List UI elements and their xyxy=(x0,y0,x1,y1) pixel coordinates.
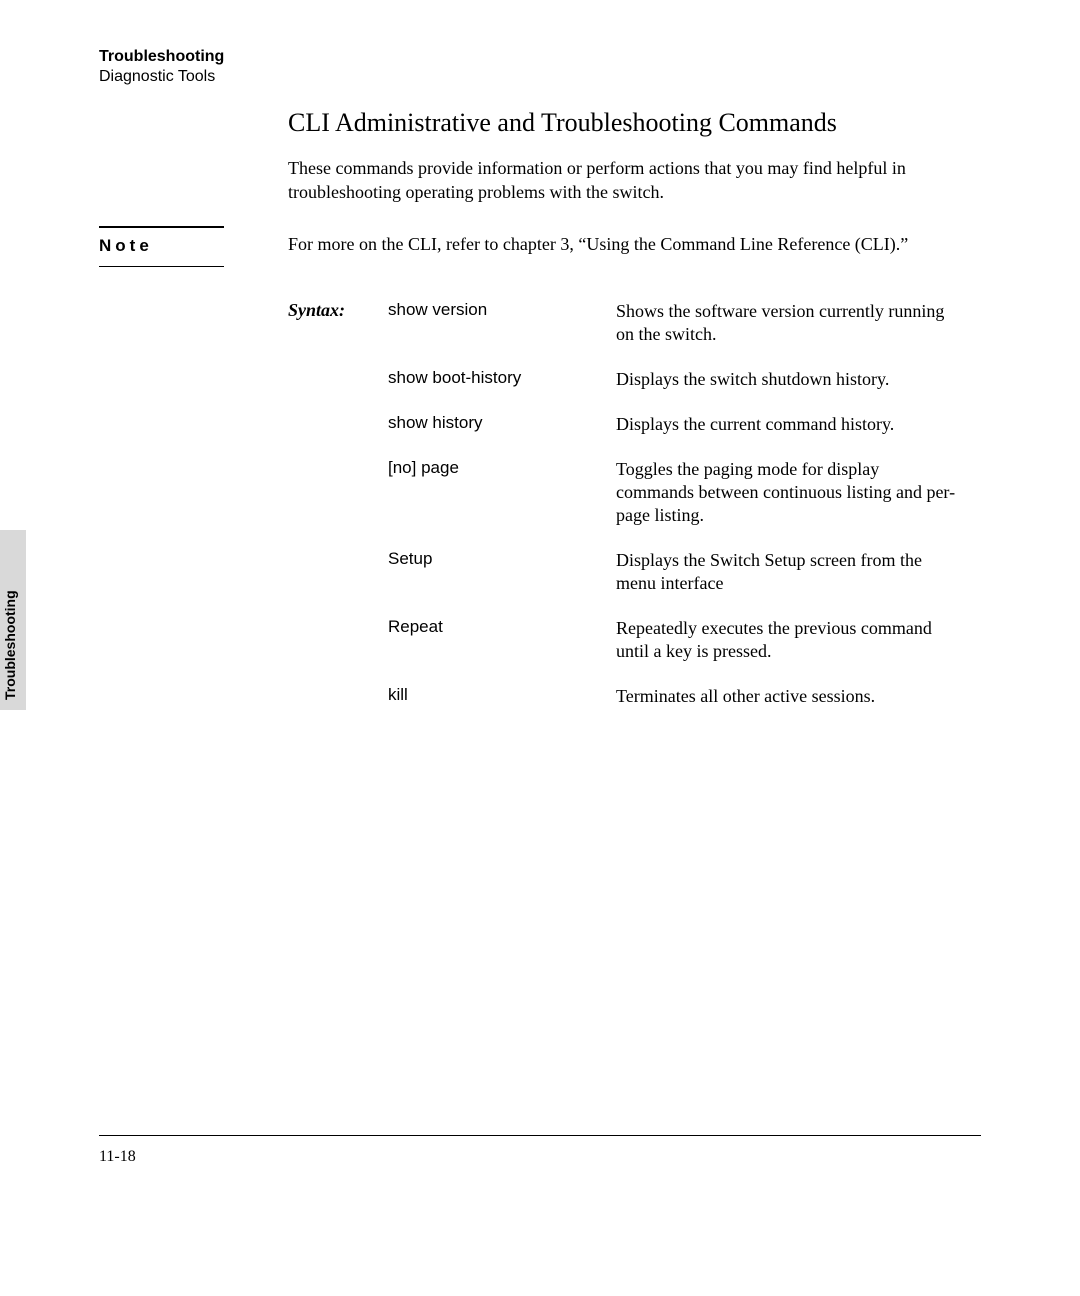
command-row: [no] page Toggles the paging mode for di… xyxy=(388,458,958,527)
command-row: Repeat Repeatedly executes the previous … xyxy=(388,617,958,663)
syntax-block: Syntax: show version Shows the software … xyxy=(288,300,968,708)
command-name: show version xyxy=(388,300,616,346)
command-name: Setup xyxy=(388,549,616,595)
command-table: show version Shows the software version … xyxy=(388,300,958,708)
command-row: show version Shows the software version … xyxy=(388,300,958,346)
command-name: Repeat xyxy=(388,617,616,663)
command-desc: Terminates all other active sessions. xyxy=(616,685,958,708)
command-desc: Displays the switch shutdown history. xyxy=(616,368,958,391)
command-desc: Toggles the paging mode for display comm… xyxy=(616,458,958,527)
command-desc: Shows the software version currently run… xyxy=(616,300,958,346)
command-desc: Repeatedly executes the previous command… xyxy=(616,617,958,663)
header-title: Troubleshooting xyxy=(99,48,224,66)
page-number: 11-18 xyxy=(99,1148,136,1166)
command-row: kill Terminates all other active session… xyxy=(388,685,958,708)
command-row: show history Displays the current comman… xyxy=(388,413,958,436)
command-name: [no] page xyxy=(388,458,616,527)
command-row: Setup Displays the Switch Setup screen f… xyxy=(388,549,958,595)
section-title: CLI Administrative and Troubleshooting C… xyxy=(288,108,968,138)
side-tab-label: Troubleshooting xyxy=(2,590,18,700)
header-subtitle: Diagnostic Tools xyxy=(99,68,224,86)
command-name: kill xyxy=(388,685,616,708)
page-header: Troubleshooting Diagnostic Tools xyxy=(99,48,224,86)
command-desc: Displays the current command history. xyxy=(616,413,958,436)
note-body: For more on the CLI, refer to chapter 3,… xyxy=(288,232,968,256)
note-rule-bottom xyxy=(99,266,224,267)
command-name: show boot-history xyxy=(388,368,616,391)
note-label-block: Note xyxy=(99,226,259,267)
note-label: Note xyxy=(99,236,259,256)
main-content: CLI Administrative and Troubleshooting C… xyxy=(288,108,968,235)
footer-rule xyxy=(99,1135,981,1136)
command-name: show history xyxy=(388,413,616,436)
command-row: show boot-history Displays the switch sh… xyxy=(388,368,958,391)
command-desc: Displays the Switch Setup screen from th… xyxy=(616,549,958,595)
syntax-label: Syntax: xyxy=(288,300,384,321)
note-rule-top xyxy=(99,226,224,228)
intro-paragraph: These commands provide information or pe… xyxy=(288,156,968,205)
